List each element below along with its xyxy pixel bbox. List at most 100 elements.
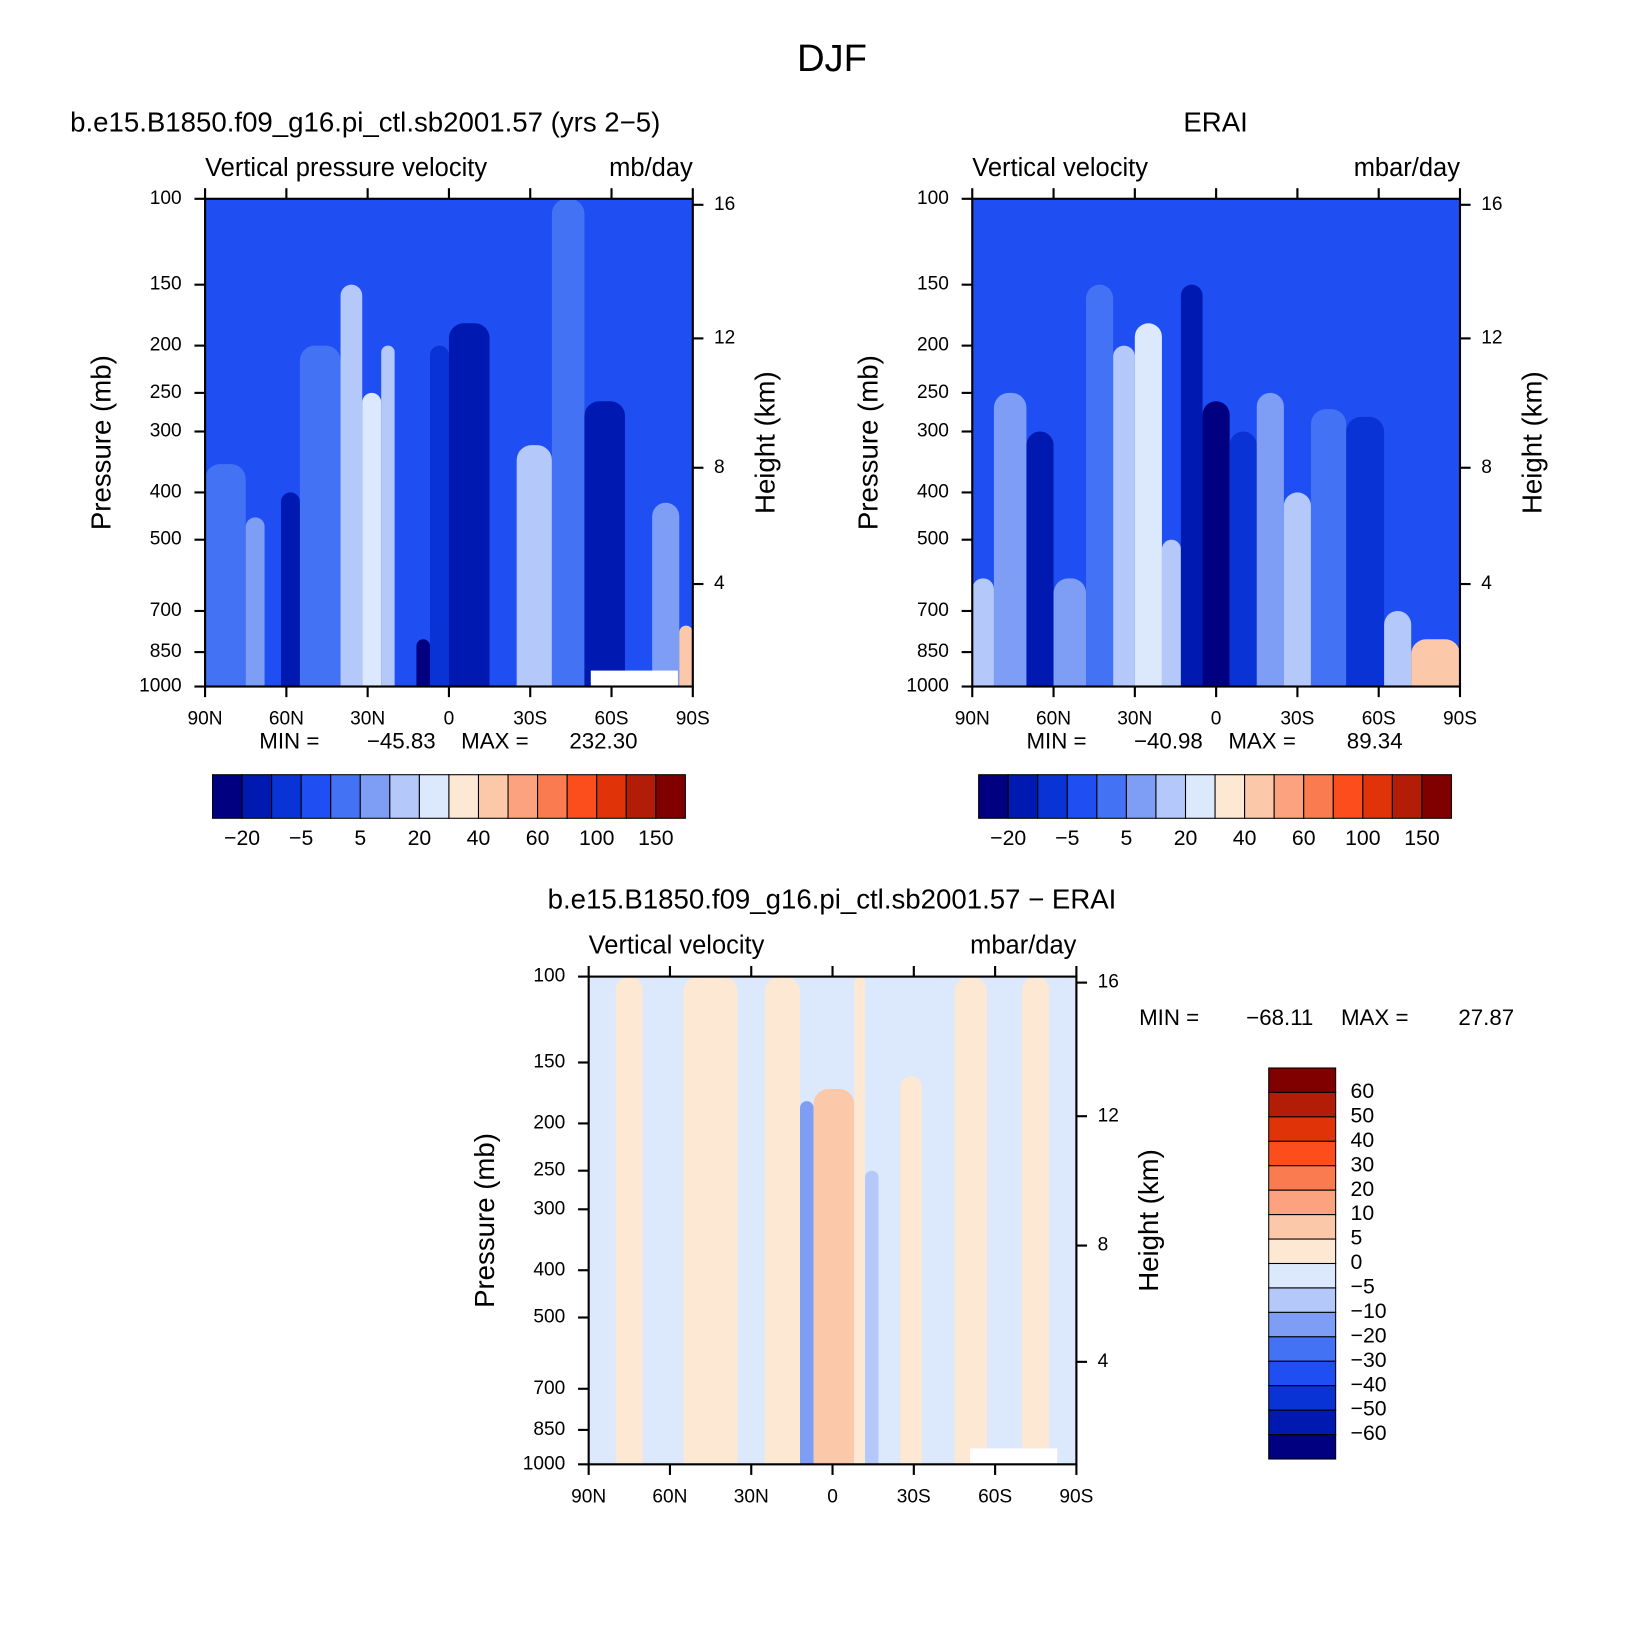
colorbar-box bbox=[1268, 1140, 1337, 1167]
y-tick-label: 300 bbox=[917, 421, 949, 442]
colorbar-box bbox=[477, 774, 509, 819]
field-column bbox=[1161, 539, 1181, 687]
colorbar-box bbox=[389, 774, 420, 819]
y-axis-label: Pressure (mb) bbox=[85, 355, 116, 530]
x-tick-label: 30S bbox=[1280, 709, 1314, 730]
x-tick-label: 90S bbox=[1443, 709, 1477, 730]
y-tick-label: 100 bbox=[917, 188, 949, 209]
colorbar-label: 40 bbox=[467, 826, 491, 850]
colorbar-label: 50 bbox=[1351, 1103, 1375, 1127]
colorbar-box bbox=[1268, 1360, 1337, 1387]
colorbar-box bbox=[1007, 774, 1039, 819]
panel-subtitle: Vertical velocity bbox=[589, 932, 765, 960]
colorbar-box bbox=[1362, 774, 1393, 819]
contour-field bbox=[588, 976, 1077, 1465]
field-column bbox=[1229, 431, 1257, 687]
x-tick-label: 30S bbox=[897, 1486, 931, 1507]
colorbar-box bbox=[566, 774, 598, 819]
field-column bbox=[362, 392, 382, 687]
colorbar-label: 20 bbox=[1351, 1177, 1375, 1201]
colorbar-box bbox=[1244, 774, 1275, 819]
colorbar-box bbox=[1268, 1189, 1337, 1216]
y2-tick-label: 4 bbox=[1481, 573, 1492, 594]
x-tick-label: 0 bbox=[1211, 709, 1222, 730]
y2-tick-label: 12 bbox=[1481, 327, 1502, 348]
x-tick-label: 90N bbox=[955, 709, 990, 730]
colorbar-label: −60 bbox=[1351, 1421, 1387, 1445]
x-tick-label: 60N bbox=[1036, 709, 1071, 730]
colorbar-box bbox=[1268, 1214, 1337, 1240]
colorbar-label: 60 bbox=[526, 826, 550, 850]
colorbar-label: −20 bbox=[1351, 1323, 1387, 1347]
field-column bbox=[584, 401, 626, 687]
colorbar-label: 40 bbox=[1233, 826, 1257, 850]
panel-subtitle: Vertical pressure velocity bbox=[205, 154, 487, 182]
y-axis-label: Pressure (mb) bbox=[853, 355, 884, 530]
y-tick-label: 400 bbox=[533, 1259, 565, 1280]
field-column bbox=[642, 976, 684, 1465]
colorbar-box bbox=[1214, 774, 1246, 819]
colorbar-box bbox=[1037, 774, 1068, 819]
colorbar-label: 20 bbox=[408, 826, 432, 850]
colorbar-box bbox=[241, 774, 273, 819]
colorbar-box bbox=[448, 774, 480, 819]
y2-tick-label: 8 bbox=[1098, 1235, 1109, 1256]
field-column bbox=[280, 492, 300, 687]
colorbar-box bbox=[1268, 1336, 1337, 1362]
y-tick-label: 1000 bbox=[523, 1453, 566, 1474]
y2-axis-label: Height (km) bbox=[1133, 1149, 1164, 1292]
field-column bbox=[615, 976, 643, 1465]
field-column bbox=[381, 345, 395, 687]
field-column bbox=[625, 198, 653, 687]
colorbar-label: 5 bbox=[1351, 1226, 1363, 1250]
field-column bbox=[1202, 401, 1230, 687]
field-column bbox=[429, 345, 449, 687]
y-tick-label: 300 bbox=[150, 421, 182, 442]
field-column bbox=[1022, 976, 1050, 1465]
colorbar-box bbox=[418, 774, 450, 819]
x-tick-label: 60N bbox=[652, 1486, 687, 1507]
colorbar-box bbox=[1096, 774, 1127, 819]
colorbar-box bbox=[1268, 1409, 1337, 1436]
colorbar-box bbox=[537, 774, 568, 819]
y2-axis-label: Height (km) bbox=[1517, 371, 1548, 514]
field-column bbox=[865, 1170, 879, 1465]
max-text: MAX = bbox=[1341, 1005, 1409, 1030]
y-tick-label: 1000 bbox=[906, 676, 949, 697]
y-tick-label: 250 bbox=[150, 382, 182, 403]
colorbar-label: 60 bbox=[1292, 826, 1316, 850]
y-tick-label: 1000 bbox=[139, 676, 182, 697]
colorbar-box bbox=[978, 774, 1009, 819]
field-column bbox=[264, 198, 281, 687]
colorbar-box bbox=[596, 774, 627, 819]
colorbar-box bbox=[1066, 774, 1098, 819]
colorbar-box bbox=[1391, 774, 1423, 819]
y2-tick-label: 16 bbox=[1098, 972, 1119, 993]
colorbar-label: −40 bbox=[1351, 1372, 1387, 1396]
colorbar-box bbox=[1125, 774, 1157, 819]
colorbar-box bbox=[1332, 774, 1364, 819]
field-column bbox=[986, 976, 1023, 1465]
colorbar-box bbox=[1268, 1434, 1337, 1460]
field-column bbox=[516, 445, 552, 687]
colorbar-box bbox=[1421, 774, 1453, 819]
max-value: 89.34 bbox=[1347, 729, 1403, 754]
y-tick-label: 700 bbox=[150, 600, 182, 621]
panel-units: mb/day bbox=[609, 154, 693, 182]
y2-tick-label: 4 bbox=[714, 573, 725, 594]
colorbar-label: 60 bbox=[1351, 1079, 1375, 1103]
colorbar-box bbox=[507, 774, 539, 819]
field-column bbox=[448, 323, 490, 687]
y-tick-label: 500 bbox=[917, 529, 949, 550]
missing-data bbox=[590, 670, 678, 687]
colorbar-box bbox=[300, 774, 332, 819]
colorbar-box bbox=[1155, 774, 1187, 819]
y-tick-label: 700 bbox=[533, 1378, 565, 1399]
y2-tick-label: 12 bbox=[1098, 1105, 1119, 1126]
colorbar-label: −5 bbox=[1351, 1275, 1375, 1299]
colorbar-label: 10 bbox=[1351, 1201, 1375, 1225]
colorbar-label: 0 bbox=[1351, 1250, 1363, 1274]
field-column bbox=[813, 1089, 855, 1465]
colorbar-box bbox=[1268, 1238, 1337, 1265]
